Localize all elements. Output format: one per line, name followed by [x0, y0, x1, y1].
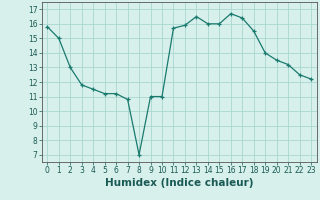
X-axis label: Humidex (Indice chaleur): Humidex (Indice chaleur) [105, 178, 253, 188]
